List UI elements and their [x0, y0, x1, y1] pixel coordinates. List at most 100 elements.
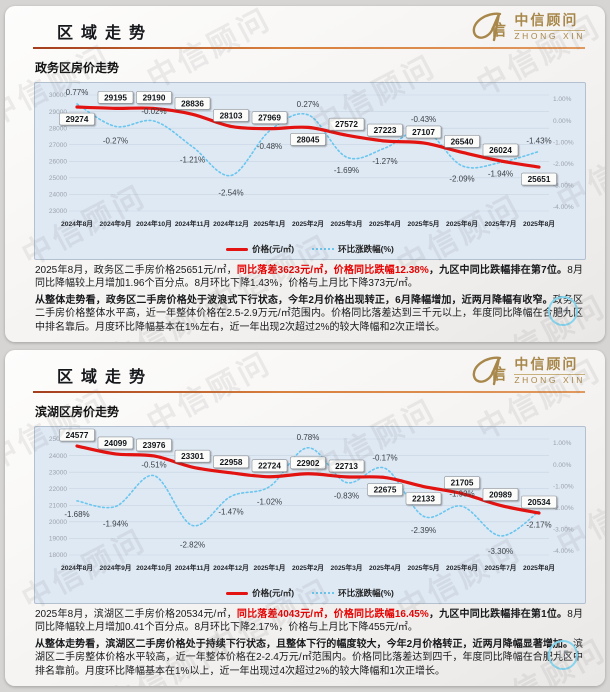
chart-legend: 价格(元/㎡) 环比涨跌幅(%) — [35, 587, 585, 599]
brand-logo-icon: 信 — [473, 12, 506, 42]
svg-text:29195: 29195 — [104, 93, 127, 102]
svg-text:-1.93%: -1.93% — [449, 489, 474, 498]
svg-text:27572: 27572 — [335, 120, 358, 129]
svg-text:23301: 23301 — [181, 452, 204, 461]
svg-text:-3.30%: -3.30% — [488, 547, 513, 556]
svg-text:-1.68%: -1.68% — [64, 510, 89, 519]
svg-text:2025年8月: 2025年8月 — [523, 219, 555, 228]
legend-item-mom: 环比涨跌幅(%) — [312, 587, 394, 599]
legend-item-price: 价格(元/㎡) — [226, 243, 294, 255]
svg-text:-1.00%: -1.00% — [553, 139, 574, 146]
header-divider — [33, 391, 585, 393]
legend-item-price: 价格(元/㎡) — [226, 587, 294, 599]
svg-text:-4.00%: -4.00% — [553, 204, 574, 211]
price-line-swatch — [226, 247, 249, 251]
svg-text:2025年4月: 2025年4月 — [369, 219, 401, 228]
svg-text:0.27%: 0.27% — [297, 100, 320, 109]
svg-text:2025年2月: 2025年2月 — [292, 219, 324, 228]
svg-text:26000: 26000 — [49, 158, 67, 165]
brand-name-en: ZHONG XIN — [514, 29, 585, 41]
summary-segment: 同比落差4043元/㎡，价格同比跌幅16.45% — [236, 609, 429, 620]
svg-text:2025年1月: 2025年1月 — [254, 219, 286, 228]
page-number-badge: 14 — [548, 296, 578, 326]
chart-legend: 价格(元/㎡) 环比涨跌幅(%) — [35, 243, 585, 255]
svg-text:24000: 24000 — [49, 192, 67, 199]
svg-text:0.00%: 0.00% — [553, 118, 572, 125]
svg-text:22958: 22958 — [220, 458, 243, 467]
summary-segment: ，九区中同比跌幅排在第1位。 — [428, 609, 568, 620]
page-title: 区域走势 — [57, 369, 154, 386]
summary-segment: 8月同比降幅较上月增加0.41个百分点。8月环比下降2.17%，价格与上月比下降… — [35, 609, 583, 634]
svg-text:22724: 22724 — [258, 462, 281, 471]
price-trend-chart: 30000 29000 28000 27000 26000 25000 24000 23000… — [34, 82, 586, 260]
svg-text:-1.00%: -1.00% — [553, 483, 574, 490]
mom-line-swatch — [312, 592, 335, 594]
svg-text:2024年12月: 2024年12月 — [213, 219, 249, 228]
brand-name-cn: 中信顾问 — [514, 12, 579, 29]
summary-segment: 从整体走势看，政务区二手房价格处于波浪式下行状态，今年2月价格出现转正，6月降幅… — [35, 294, 553, 306]
svg-text:信: 信 — [491, 21, 506, 39]
svg-text:25000: 25000 — [49, 436, 67, 443]
svg-text:-1.94%: -1.94% — [103, 520, 128, 529]
svg-text:29190: 29190 — [143, 93, 166, 102]
svg-text:22713: 22713 — [335, 462, 358, 471]
price-trend-chart-canvas: 25000 24000 23000 22000 21000 20000 19000 18000… — [49, 428, 574, 572]
svg-text:2024年8月: 2024年8月 — [61, 563, 93, 572]
mom-line-swatch — [312, 248, 335, 250]
svg-text:2025年6月: 2025年6月 — [446, 219, 478, 228]
svg-text:-1.69%: -1.69% — [334, 166, 359, 175]
svg-text:22902: 22902 — [297, 459, 320, 468]
summary-segment: 2025年8月，滨湖区二手房价格20534元/㎡， — [35, 609, 237, 620]
page-number-badge: 15 — [548, 640, 578, 670]
svg-text:30000: 30000 — [49, 92, 67, 99]
svg-text:2024年9月: 2024年9月 — [100, 563, 132, 572]
svg-text:2025年7月: 2025年7月 — [485, 219, 517, 228]
svg-text:-1.43%: -1.43% — [526, 136, 551, 145]
svg-text:-2.17%: -2.17% — [526, 520, 551, 529]
svg-text:28000: 28000 — [49, 125, 67, 132]
svg-text:0.77%: 0.77% — [66, 88, 89, 97]
svg-text:-2.39%: -2.39% — [411, 526, 436, 535]
svg-text:20000: 20000 — [49, 519, 67, 526]
svg-text:-2.09%: -2.09% — [449, 175, 474, 184]
svg-text:-0.83%: -0.83% — [334, 492, 359, 501]
svg-text:22133: 22133 — [412, 495, 435, 504]
svg-text:-0.43%: -0.43% — [411, 115, 436, 124]
svg-text:-0.02%: -0.02% — [141, 107, 166, 116]
legend-label-price: 价格(元/㎡) — [252, 244, 295, 254]
svg-text:-4.00%: -4.00% — [553, 548, 574, 555]
svg-text:26540: 26540 — [451, 137, 474, 146]
svg-text:-0.27%: -0.27% — [103, 136, 128, 145]
summary-paragraph: 2025年8月，滨湖区二手房价格20534元/㎡，同比落差4043元/㎡，价格同… — [35, 608, 583, 635]
svg-text:2025年4月: 2025年4月 — [369, 563, 401, 572]
svg-text:27107: 27107 — [412, 128, 435, 137]
svg-text:21000: 21000 — [49, 502, 67, 509]
svg-text:-2.82%: -2.82% — [180, 541, 205, 550]
legend-label-mom: 环比涨跌幅(%) — [338, 588, 394, 598]
svg-text:28103: 28103 — [220, 111, 243, 120]
legend-label-price: 价格(元/㎡) — [252, 588, 295, 598]
summary-paragraph: 从整体走势看，政务区二手房价格处于波浪式下行状态，今年2月价格出现转正，6月降幅… — [35, 294, 583, 334]
svg-text:2025年5月: 2025年5月 — [408, 219, 440, 228]
svg-text:25000: 25000 — [49, 175, 67, 182]
svg-text:2024年11月: 2024年11月 — [175, 219, 210, 228]
summary-segment: 2025年8月，政务区二手房价格25651元/㎡， — [35, 265, 237, 276]
svg-text:-2.54%: -2.54% — [218, 188, 243, 197]
svg-text:29000: 29000 — [49, 109, 67, 116]
svg-text:19000: 19000 — [49, 536, 67, 543]
svg-text:2024年9月: 2024年9月 — [100, 219, 132, 228]
slide-binhu-district: 中信顾问中信顾问中信顾问中信顾问中信顾问中信顾问中信顾问中信顾问中信顾问中信顾问… — [5, 350, 605, 686]
svg-text:2025年3月: 2025年3月 — [331, 563, 363, 572]
summary-segment: 滨湖区二手房整体价格水平较高，近一年整体价格在2-2.4万元/㎡范围内。价格同比… — [35, 638, 583, 677]
brand-logo-icon: 信 — [473, 356, 506, 386]
svg-text:2025年2月: 2025年2月 — [292, 563, 324, 572]
price-trend-chart: 25000 24000 23000 22000 21000 20000 19000 18000… — [34, 426, 586, 604]
legend-item-mom: 环比涨跌幅(%) — [312, 243, 394, 255]
slide-zhengwu-district: 中信顾问中信顾问中信顾问中信顾问中信顾问中信顾问中信顾问中信顾问中信顾问中信顾问… — [5, 6, 605, 342]
chart-title: 政务区房价走势 — [35, 61, 120, 75]
svg-text:28836: 28836 — [181, 99, 204, 108]
svg-text:1.00%: 1.00% — [553, 96, 572, 103]
svg-text:27000: 27000 — [49, 142, 67, 149]
svg-text:2024年10月: 2024年10月 — [136, 563, 172, 572]
svg-text:1.00%: 1.00% — [553, 440, 572, 447]
